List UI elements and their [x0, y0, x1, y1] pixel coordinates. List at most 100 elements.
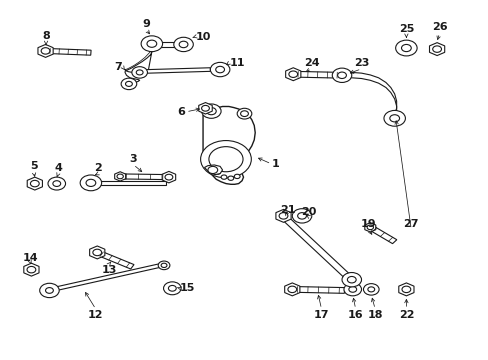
Circle shape: [297, 213, 306, 219]
Text: 21: 21: [279, 205, 295, 215]
Circle shape: [234, 174, 240, 179]
Circle shape: [121, 78, 137, 90]
Text: 11: 11: [229, 58, 245, 68]
Circle shape: [331, 68, 351, 82]
Polygon shape: [204, 165, 222, 175]
Text: 16: 16: [347, 310, 363, 320]
Polygon shape: [280, 215, 354, 282]
Circle shape: [341, 273, 361, 287]
Text: 15: 15: [180, 283, 195, 293]
Circle shape: [337, 72, 346, 78]
Circle shape: [86, 179, 96, 186]
Text: 6: 6: [177, 107, 184, 117]
Circle shape: [288, 71, 297, 77]
Circle shape: [163, 282, 181, 295]
Circle shape: [125, 81, 132, 86]
Polygon shape: [292, 71, 342, 78]
Circle shape: [173, 37, 193, 51]
Circle shape: [214, 170, 220, 174]
Circle shape: [48, 177, 65, 190]
Circle shape: [161, 263, 166, 267]
Circle shape: [27, 266, 36, 273]
Circle shape: [240, 111, 248, 117]
Text: 8: 8: [42, 31, 50, 41]
Circle shape: [432, 46, 441, 52]
Circle shape: [401, 286, 410, 293]
Text: 18: 18: [366, 310, 382, 320]
Circle shape: [200, 140, 251, 178]
Text: 4: 4: [54, 163, 62, 173]
Text: 23: 23: [353, 58, 368, 68]
Polygon shape: [27, 177, 42, 190]
Polygon shape: [291, 287, 344, 293]
Polygon shape: [203, 107, 255, 184]
Text: 19: 19: [360, 220, 376, 229]
Text: 14: 14: [23, 253, 39, 263]
Circle shape: [221, 175, 226, 179]
Text: 20: 20: [301, 207, 316, 217]
Circle shape: [53, 181, 61, 186]
Polygon shape: [24, 263, 39, 276]
Circle shape: [41, 48, 50, 54]
Circle shape: [132, 67, 147, 78]
Polygon shape: [114, 172, 125, 181]
Circle shape: [30, 180, 39, 187]
Circle shape: [367, 287, 374, 292]
Circle shape: [93, 249, 102, 256]
Circle shape: [292, 209, 311, 223]
Circle shape: [158, 261, 169, 270]
Circle shape: [215, 66, 224, 73]
Circle shape: [389, 115, 399, 122]
Circle shape: [366, 225, 373, 230]
Circle shape: [201, 105, 209, 111]
Text: 22: 22: [398, 310, 413, 320]
Text: 17: 17: [313, 310, 328, 320]
Polygon shape: [285, 68, 300, 81]
Circle shape: [237, 108, 251, 119]
Polygon shape: [275, 210, 290, 222]
Text: 3: 3: [129, 154, 137, 164]
Polygon shape: [284, 283, 299, 296]
Polygon shape: [89, 246, 104, 259]
Circle shape: [201, 104, 221, 118]
Polygon shape: [45, 48, 91, 55]
Circle shape: [395, 40, 416, 56]
Circle shape: [117, 174, 123, 179]
Circle shape: [207, 166, 217, 174]
Circle shape: [227, 176, 233, 180]
Polygon shape: [398, 283, 413, 296]
Circle shape: [40, 283, 59, 298]
Text: 9: 9: [142, 19, 150, 29]
Circle shape: [208, 147, 243, 172]
Polygon shape: [95, 250, 134, 269]
Circle shape: [206, 108, 216, 115]
Text: 1: 1: [271, 159, 279, 169]
Text: 25: 25: [398, 24, 413, 34]
Polygon shape: [137, 68, 210, 73]
Polygon shape: [38, 44, 53, 57]
Circle shape: [164, 174, 172, 180]
Circle shape: [363, 284, 378, 295]
Polygon shape: [120, 174, 169, 180]
Circle shape: [343, 283, 361, 296]
Circle shape: [179, 41, 187, 48]
Circle shape: [287, 286, 296, 293]
Circle shape: [348, 287, 356, 292]
Circle shape: [210, 62, 229, 77]
Text: 27: 27: [403, 220, 418, 229]
Circle shape: [401, 44, 410, 51]
Text: 26: 26: [431, 22, 447, 32]
Polygon shape: [364, 223, 375, 232]
Circle shape: [45, 288, 53, 293]
Text: 7: 7: [114, 62, 122, 72]
Circle shape: [346, 276, 355, 283]
Circle shape: [147, 40, 157, 47]
Polygon shape: [152, 42, 183, 46]
Text: 5: 5: [30, 161, 38, 171]
Circle shape: [279, 213, 287, 219]
Circle shape: [141, 36, 162, 51]
Polygon shape: [162, 171, 175, 183]
Polygon shape: [198, 103, 212, 114]
Circle shape: [80, 175, 102, 191]
Text: 10: 10: [195, 32, 211, 41]
